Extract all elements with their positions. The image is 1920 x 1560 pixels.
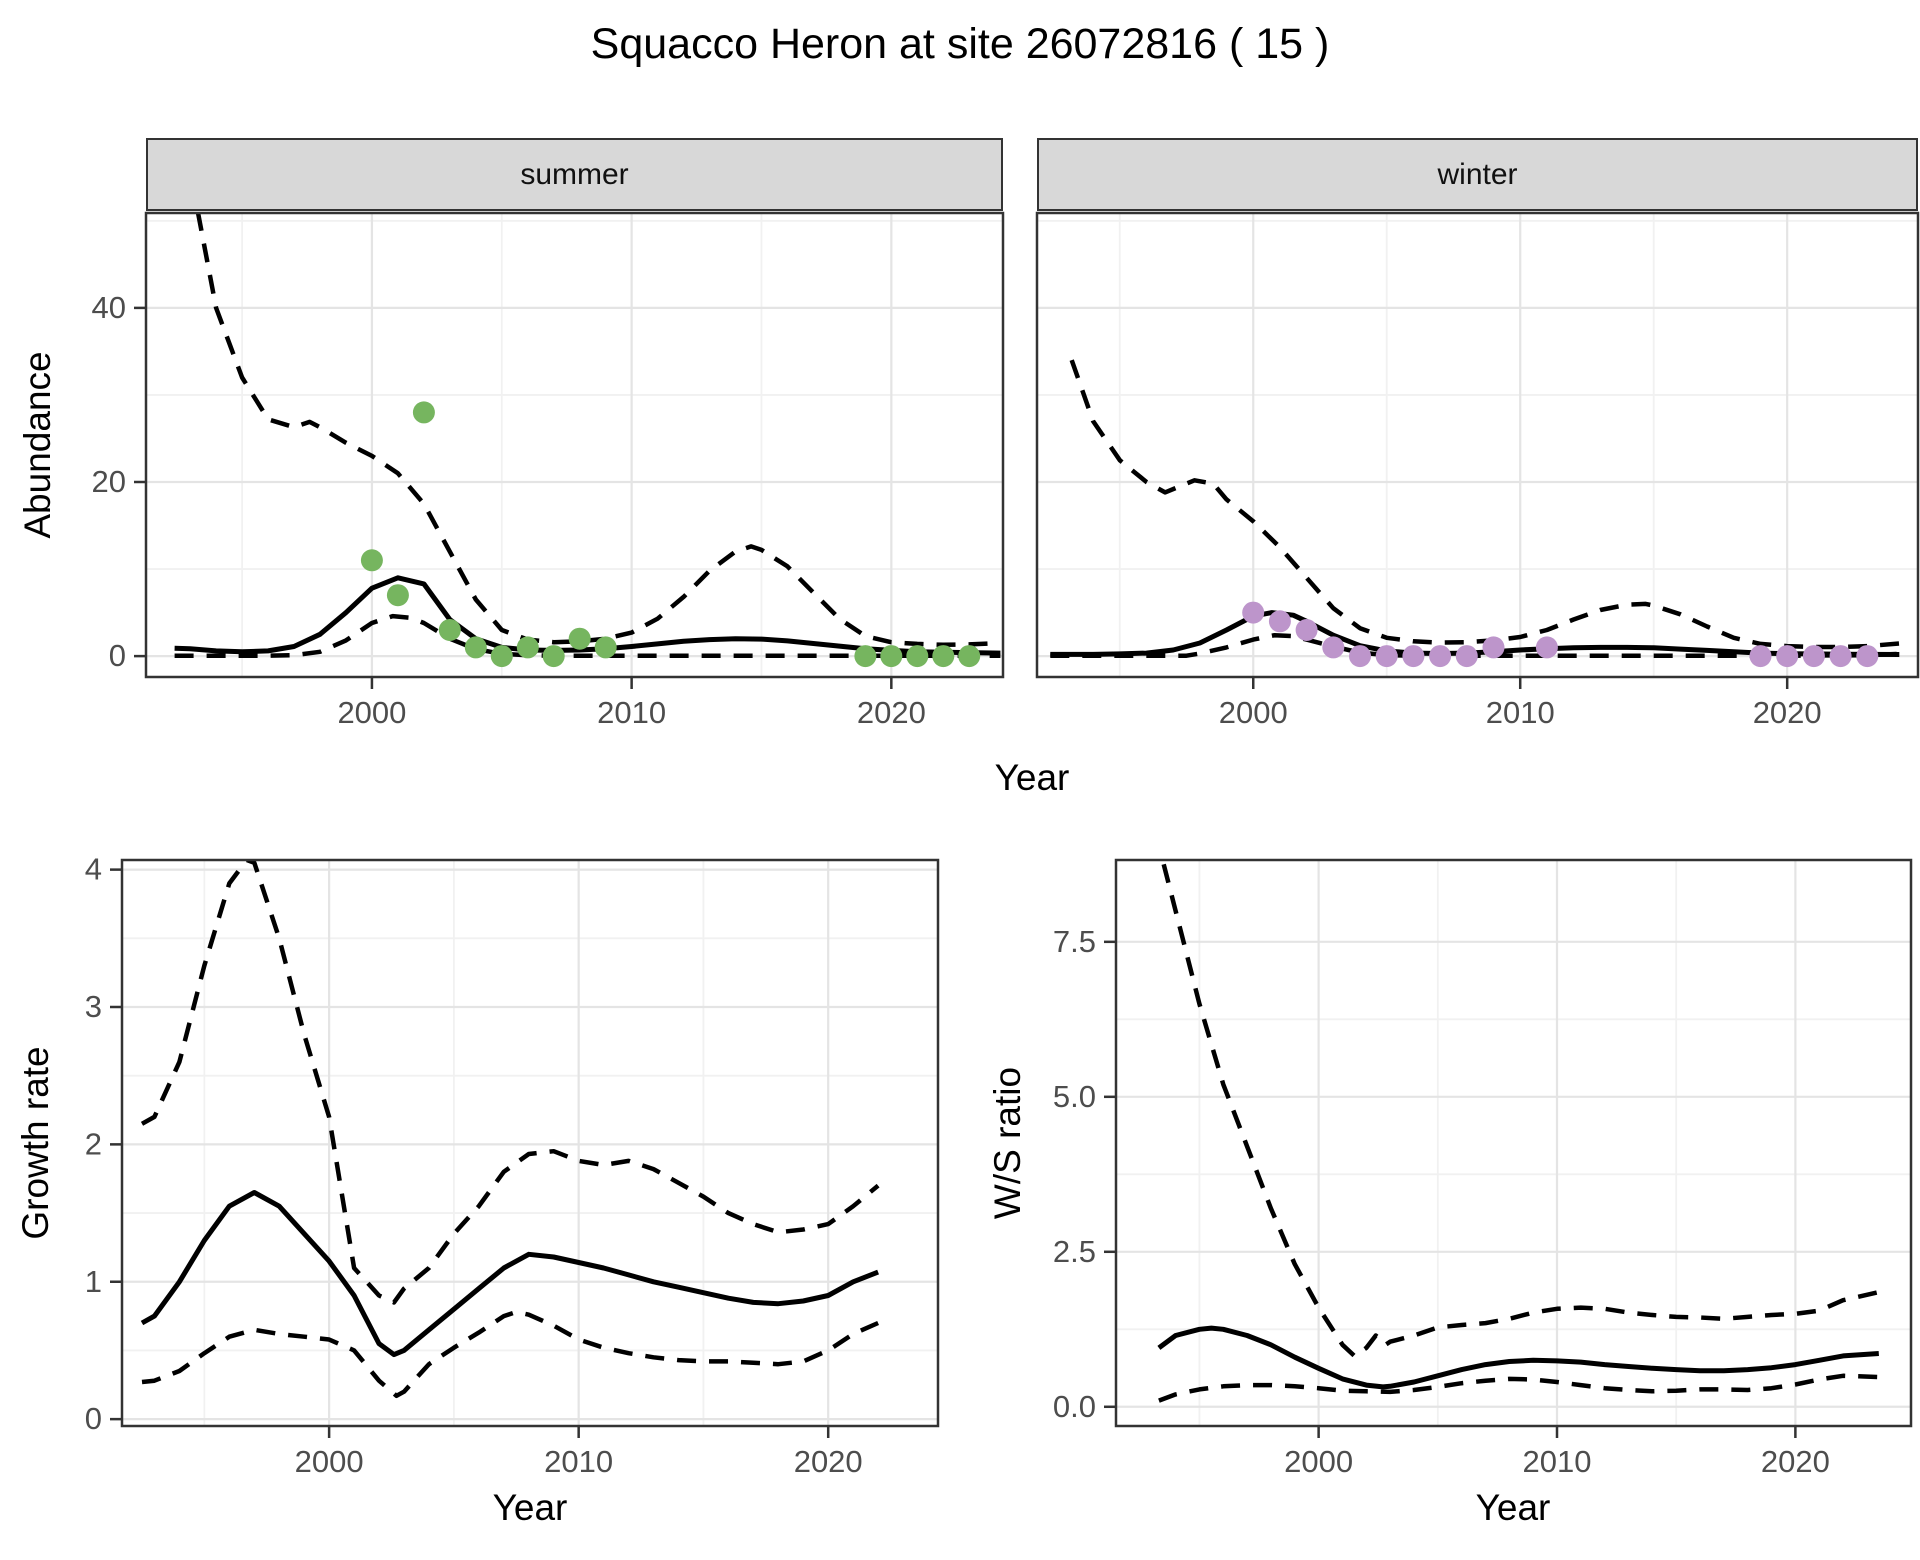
facet-strip-summer: summer bbox=[146, 138, 1003, 211]
abundance-winter-point bbox=[1349, 645, 1371, 668]
panel-abundance-winter: 2000 2010 2020 bbox=[1035, 211, 1920, 730]
abundance-summer-point bbox=[906, 645, 929, 668]
abundance-summer-point bbox=[568, 627, 591, 650]
abundance-winter-point bbox=[1856, 645, 1879, 668]
abundance-winter-point bbox=[1242, 601, 1265, 624]
growth-rate-x-tick-label: 2020 bbox=[794, 1444, 863, 1479]
ws-ratio-x-tick-label: 2000 bbox=[1284, 1444, 1353, 1479]
abundance-winter-point bbox=[1535, 636, 1558, 659]
abundance-winter-point bbox=[1776, 645, 1799, 668]
abundance-summer-fit-line bbox=[174, 575, 1001, 656]
abundance-winter-point bbox=[1749, 645, 1772, 668]
y-axis-title-abundance: Abundance bbox=[17, 351, 58, 539]
abundance-summer-lower_ci-line bbox=[174, 613, 1001, 658]
growth-rate-y-tick-label: 4 bbox=[85, 852, 102, 887]
abundance-summer-point bbox=[958, 645, 981, 668]
ws-ratio-y-tick-label: 2.5 bbox=[1053, 1234, 1096, 1269]
growth-rate-x-tick-label: 2010 bbox=[544, 1444, 613, 1479]
panel-growth-rate: 2000 2010 2020 0 1 2 3 4 bbox=[85, 852, 940, 1479]
growth-rate-y-tick-label: 1 bbox=[85, 1264, 102, 1299]
panel-ws-ratio: 2000 2010 2020 0.0 2.5 5.0 7.5 bbox=[1053, 858, 1913, 1479]
abundance-winter-point bbox=[1268, 610, 1291, 633]
ws-ratio-x-tick-label: 2020 bbox=[1761, 1444, 1830, 1479]
abundance-winter-point bbox=[1829, 645, 1852, 668]
abundance-summer-point bbox=[412, 401, 435, 424]
abundance-summer-y-tick-label: 0 bbox=[109, 638, 126, 673]
growth-rate-y-tick-label: 2 bbox=[85, 1126, 102, 1161]
y-axis-title-ws-ratio: W/S ratio bbox=[987, 1066, 1028, 1220]
facet-strip-winter: winter bbox=[1037, 138, 1918, 211]
ws-ratio-lower_ci-line bbox=[1158, 1373, 1879, 1403]
x-axis-title-year-ws: Year bbox=[1475, 1487, 1551, 1528]
ws-ratio-y-tick-label: 0.0 bbox=[1053, 1389, 1096, 1424]
x-axis-title-year-top: Year bbox=[994, 757, 1070, 798]
abundance-summer-x-tick-label: 2000 bbox=[337, 695, 406, 730]
abundance-winter-upper_ci-line bbox=[1069, 359, 1900, 650]
abundance-winter-point bbox=[1482, 636, 1505, 659]
abundance-winter-point bbox=[1455, 645, 1478, 668]
abundance-winter-point bbox=[1322, 636, 1345, 659]
abundance-summer-y-tick-label: 20 bbox=[92, 464, 126, 499]
abundance-summer-y-tick-label: 40 bbox=[92, 290, 126, 325]
growth-rate-y-tick-label: 0 bbox=[85, 1401, 102, 1436]
abundance-summer-point bbox=[438, 619, 461, 641]
abundance-summer-point bbox=[490, 645, 513, 668]
growth-rate-lower_ci-line bbox=[141, 1309, 880, 1399]
abundance-summer-upper_ci-line bbox=[195, 213, 1001, 648]
ws-ratio-y-tick-label: 5.0 bbox=[1053, 1079, 1096, 1114]
abundance-summer-point bbox=[464, 636, 487, 659]
abundance-winter-point bbox=[1802, 645, 1825, 668]
abundance-winter-point bbox=[1375, 645, 1398, 668]
ws-ratio-fit-line bbox=[1157, 1325, 1879, 1390]
abundance-winter-fit-line bbox=[1050, 610, 1900, 657]
facet-strip-winter-label: winter bbox=[1437, 157, 1518, 191]
abundance-summer-point bbox=[594, 636, 617, 659]
abundance-winter-x-tick-label: 2010 bbox=[1486, 695, 1555, 730]
abundance-summer-x-tick-label: 2020 bbox=[857, 695, 926, 730]
abundance-winter-point bbox=[1429, 645, 1452, 668]
growth-rate-fit-line bbox=[140, 1190, 880, 1358]
facet-strip-summer-label: summer bbox=[520, 157, 629, 191]
growth-rate-x-tick-label: 2000 bbox=[295, 1444, 364, 1479]
x-axis-title-year-growth: Year bbox=[492, 1487, 568, 1528]
panel-abundance-summer: 2000 2010 2020 0 20 40 bbox=[92, 211, 1005, 730]
abundance-winter-point bbox=[1402, 645, 1425, 668]
abundance-summer-point bbox=[932, 645, 955, 668]
chart-title: Squacco Heron at site 26072816 ( 15 ) bbox=[590, 20, 1330, 68]
abundance-winter-x-tick-label: 2020 bbox=[1753, 695, 1822, 730]
abundance-winter-x-tick-label: 2000 bbox=[1219, 695, 1288, 730]
abundance-winter-point bbox=[1295, 619, 1318, 641]
growth-rate-y-tick-label: 3 bbox=[85, 989, 102, 1024]
abundance-summer-point bbox=[854, 645, 877, 668]
abundance-summer-x-tick-label: 2010 bbox=[597, 695, 666, 730]
ws-ratio-x-tick-label: 2010 bbox=[1523, 1444, 1592, 1479]
abundance-summer-point bbox=[516, 636, 539, 659]
abundance-summer-point bbox=[880, 645, 903, 668]
ws-ratio-upper_ci-line bbox=[1161, 863, 1880, 1359]
abundance-summer-point bbox=[360, 549, 383, 572]
ws-ratio-y-tick-label: 7.5 bbox=[1053, 924, 1096, 959]
y-axis-title-growth-rate: Growth rate bbox=[15, 1046, 56, 1240]
abundance-summer-point bbox=[386, 584, 409, 607]
abundance-summer-point bbox=[542, 645, 565, 668]
